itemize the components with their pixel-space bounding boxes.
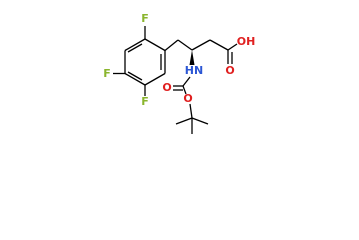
atom-label: O	[162, 81, 171, 94]
atom-label: OH	[237, 35, 256, 48]
bonds	[113, 26, 238, 134]
atom-label: HN	[185, 64, 203, 77]
atom-label: F	[141, 95, 149, 108]
structure: F F F HN OH O O O	[103, 12, 256, 134]
atom-label: O	[225, 64, 234, 77]
atom-label: F	[103, 67, 111, 80]
page: F F F HN OH O O O (() => { const data = …	[103, 12, 256, 134]
atom-label: O	[183, 92, 192, 105]
atom-label: F	[141, 12, 149, 25]
wedge-bond	[189, 50, 195, 65]
